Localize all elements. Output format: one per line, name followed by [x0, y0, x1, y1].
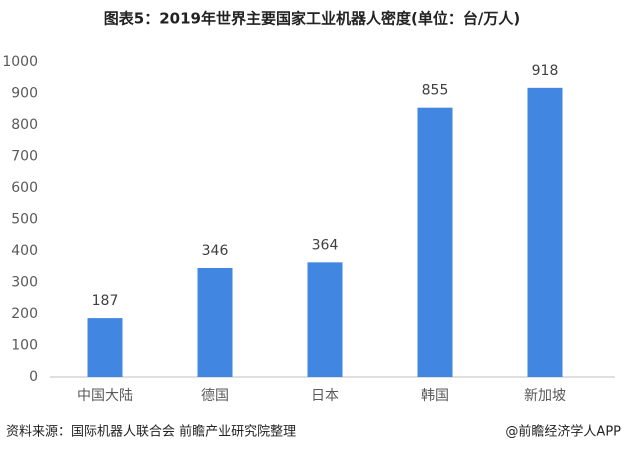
y-tick-label: 100 [11, 338, 38, 354]
bar [197, 268, 233, 377]
y-tick-label: 500 [11, 212, 38, 228]
credit: @前瞻经济学人APP [505, 424, 621, 440]
value-label: 187 [92, 293, 119, 309]
x-tick-label: 日本 [311, 388, 339, 404]
y-tick-label: 1000 [2, 54, 38, 70]
y-tick-label: 400 [11, 243, 38, 259]
y-tick-label: 600 [11, 180, 38, 196]
y-tick-label: 700 [11, 149, 38, 165]
y-tick-label: 300 [11, 275, 38, 291]
y-tick-label: 0 [29, 369, 38, 385]
y-tick-label: 900 [11, 86, 38, 102]
bar [87, 318, 123, 377]
x-tick-label: 韩国 [421, 388, 449, 404]
bar [307, 262, 343, 377]
chart-title: 图表5：2019年世界主要国家工业机器人密度(单位：台/万人) [104, 10, 520, 28]
y-tick-label: 200 [11, 306, 38, 322]
value-label: 346 [202, 243, 229, 259]
x-tick-label: 德国 [201, 388, 229, 404]
x-tick-label: 中国大陆 [77, 388, 133, 404]
value-label: 364 [312, 237, 339, 253]
x-tick-label: 新加坡 [524, 388, 566, 404]
value-label: 855 [422, 83, 449, 99]
bar [417, 107, 453, 378]
bar [527, 87, 563, 377]
y-tick-label: 800 [11, 117, 38, 133]
value-label: 918 [532, 63, 559, 79]
source: 资料来源：国际机器人联合会 前瞻产业研究院整理 [6, 424, 296, 440]
